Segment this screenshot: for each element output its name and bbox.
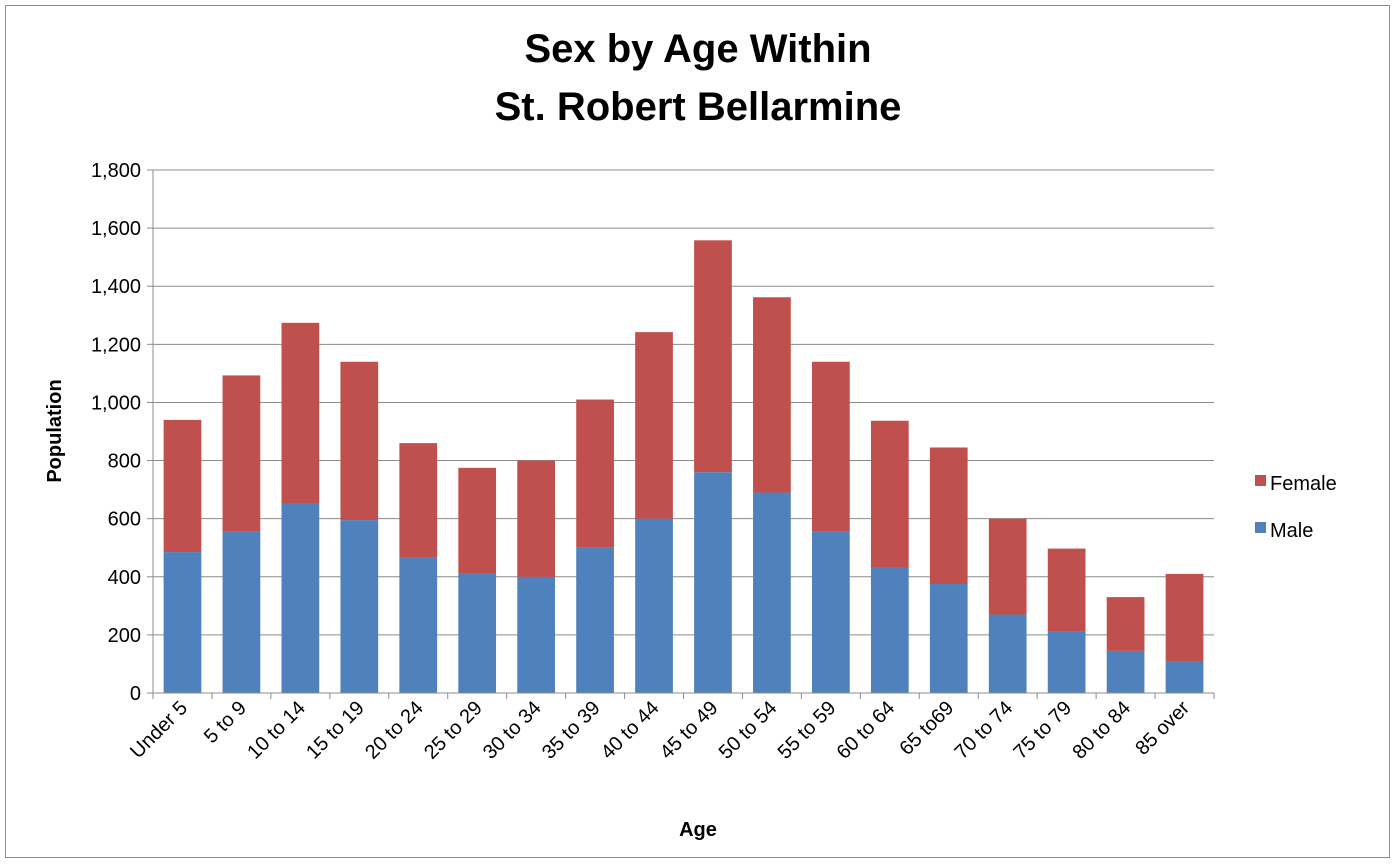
x-tick-label: 70 to 74 <box>951 697 1018 764</box>
bar-male <box>399 557 438 693</box>
bar-male <box>753 492 791 693</box>
x-tick-label: 55 to 59 <box>774 697 841 764</box>
x-tick-label: 60 to 64 <box>833 697 900 764</box>
bar-female <box>163 419 202 553</box>
bar-female <box>517 460 556 577</box>
bars <box>163 240 1204 693</box>
x-tick-label: 10 to 14 <box>243 697 310 764</box>
x-axis-title: Age <box>679 819 717 841</box>
x-tick-label: 30 to 34 <box>479 697 546 764</box>
bar-male <box>222 531 261 693</box>
legend-swatch-female <box>1255 475 1266 486</box>
chart-title-line-1: Sex by Age Within <box>524 27 871 71</box>
bar-female <box>1106 597 1145 651</box>
x-tick-label: 75 to 79 <box>1009 697 1076 764</box>
bar-male <box>1106 650 1145 693</box>
bar-female <box>811 361 850 532</box>
x-tick-label: 65 to69 <box>896 697 959 760</box>
y-tick-label: 1,600 <box>91 218 141 240</box>
x-tick-label: 20 to 24 <box>361 697 428 764</box>
x-tick-label: 25 to 29 <box>420 697 487 764</box>
bar-male <box>635 518 673 693</box>
bar-male <box>988 614 1027 693</box>
bar-female <box>753 297 791 493</box>
bar-female <box>399 443 438 558</box>
bar-female <box>635 332 673 519</box>
x-tick-label: 40 to 44 <box>597 697 664 764</box>
y-tick-label: 1,800 <box>91 160 141 182</box>
legend-swatch-male <box>1255 522 1266 533</box>
gridlines <box>153 169 1214 636</box>
bar-male <box>576 547 614 693</box>
y-tick-label: 1,200 <box>91 334 141 356</box>
bar-male <box>281 503 320 693</box>
x-tick-label: 50 to 54 <box>715 697 782 764</box>
y-tick-label: 1,400 <box>91 276 141 298</box>
legend: Female Male <box>1255 473 1337 542</box>
x-tick-label: 5 to 9 <box>200 697 251 748</box>
x-tick-label: 15 to 19 <box>302 697 369 764</box>
bar-male <box>458 573 497 693</box>
y-tick-labels: 0 200 400 600 800 1,000 1,200 1,400 1,600 1,800 <box>91 160 141 705</box>
bar-female <box>870 420 909 568</box>
bar-female <box>694 240 732 473</box>
x-tick-label: Under 5 <box>126 697 192 763</box>
bar-female <box>281 322 320 504</box>
bar-male <box>163 552 202 693</box>
bar-female <box>1047 548 1086 632</box>
bar-male <box>929 584 968 693</box>
x-tick-label: 80 to 84 <box>1068 697 1135 764</box>
bar-male <box>340 520 379 693</box>
y-tick-label: 400 <box>108 567 141 589</box>
bar-male <box>1047 631 1086 693</box>
bar-male <box>811 531 850 693</box>
bar-male <box>870 567 909 693</box>
y-tick-label: 600 <box>108 509 141 531</box>
y-tick-label: 0 <box>130 683 141 705</box>
bar-male <box>694 472 732 693</box>
axes <box>147 169 1215 699</box>
bar-female <box>1165 573 1204 662</box>
bar-female <box>929 447 968 585</box>
bar-female <box>458 467 497 574</box>
legend-label-female: Female <box>1270 473 1337 495</box>
bar-female <box>576 399 614 548</box>
y-axis-title: Population <box>44 379 66 482</box>
legend-label-male: Male <box>1270 520 1313 542</box>
chart-title-line-2: St. Robert Bellarmine <box>495 85 902 129</box>
y-tick-label: 200 <box>108 625 141 647</box>
bar-male <box>517 576 556 693</box>
bar-male <box>1165 661 1204 693</box>
y-tick-label: 800 <box>108 451 141 473</box>
x-tick-label: 35 to 39 <box>538 697 605 764</box>
x-tick-label: 45 to 49 <box>656 697 723 764</box>
x-tick-label: 85 over <box>1131 697 1194 760</box>
bar-female <box>340 361 379 521</box>
y-tick-label: 1,000 <box>91 392 141 414</box>
bar-female <box>988 518 1027 615</box>
bar-female <box>222 375 261 532</box>
